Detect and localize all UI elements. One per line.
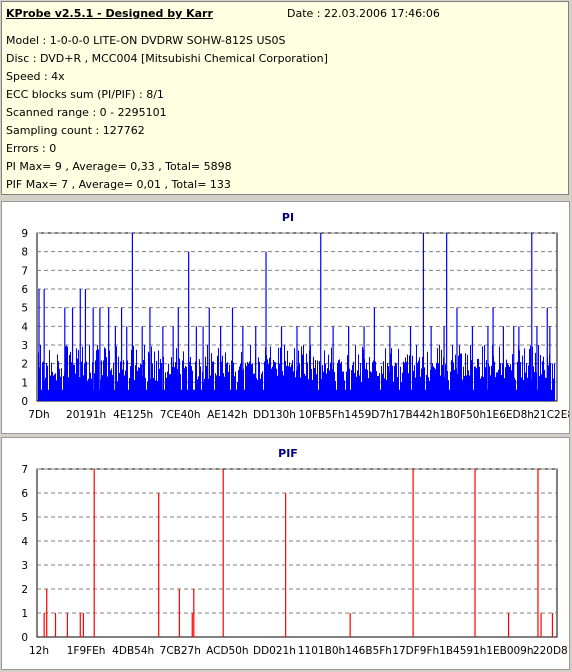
y-tick-label: 7: [21, 464, 28, 476]
pi-chart: PI 0 1 2 3 4 5 6 7 8 9 7Dh 20191h 4E125h 7CE40h AE142h D…: [21, 211, 569, 421]
x-tick-label: 10FB5Fh: [299, 409, 345, 421]
x-tick-label: AE142h: [207, 409, 248, 421]
range-line: Scanned range : 0 - 2295101: [6, 106, 167, 119]
y-tick-label: 5: [21, 303, 28, 315]
y-tick-label: 4: [21, 536, 28, 548]
x-tick-label: 4E125h: [113, 409, 153, 421]
pi-chart-panel: PI 0 1 2 3 4 5 6 7 8 9 7Dh 20191h 4E125h 7CE40h AE142h D…: [1, 201, 570, 434]
y-tick-label: 1: [21, 608, 28, 620]
y-tick-label: 6: [21, 284, 28, 296]
chart-title: PI: [282, 211, 294, 224]
x-tick-label: 21C2E8h: [533, 409, 569, 421]
disc-line: Disc : DVD+R , MCC004 [Mitsubishi Chemic…: [6, 52, 328, 65]
y-tick-label: 0: [21, 632, 28, 644]
y-tick-label: 8: [21, 247, 28, 259]
pif-chart: PIF 0 1 2 3 4 5 6 7 12h 1F9FEh 4DB54h 7CB27h ACD50h DD…: [21, 447, 569, 657]
ecc-line: ECC blocks sum (PI/PIF) : 8/1: [6, 88, 164, 101]
y-tick-label: 1: [21, 377, 28, 389]
app-title: KProbe v2.5.1 - Designed by Karr: [6, 7, 213, 20]
x-tick-label: 1E6ED8h: [486, 409, 534, 421]
y-tick-label: 4: [21, 321, 28, 333]
x-tick-label: 1EB009h: [486, 645, 533, 657]
x-tick-label: DD130h: [253, 409, 296, 421]
x-tick-label: 1459D7h: [345, 409, 393, 421]
y-tick-label: 7: [21, 265, 28, 277]
scan-date: Date : 22.03.2006 17:46:06: [287, 7, 440, 20]
y-tick-label: 6: [21, 488, 28, 500]
y-tick-label: 2: [21, 359, 28, 371]
pi-summary-line: PI Max= 9 , Average= 0,33 , Total= 5898: [6, 160, 232, 173]
x-tick-label: 7CE40h: [160, 409, 201, 421]
pif-chart-panel: PIF 0 1 2 3 4 5 6 7 12h 1F9FEh 4DB54h 7CB27h ACD50h DD…: [1, 437, 570, 670]
x-tick-label: 7CB27h: [160, 645, 201, 657]
x-tick-label: 1B0F50h: [440, 409, 487, 421]
data-series: [38, 233, 555, 401]
y-tick-label: 3: [21, 560, 28, 572]
x-tick-label: 17DF9Fh: [392, 645, 439, 657]
x-tick-label: 220D81h: [533, 645, 569, 657]
x-tick-label: 12h: [29, 645, 49, 657]
x-tick-label: 7Dh: [28, 409, 49, 421]
plot-area: [36, 468, 558, 638]
x-tick-label: 146B5Fh: [345, 645, 392, 657]
model-line: Model : 1-0-0-0 LITE-ON DVDRW SOHW-812S …: [6, 34, 286, 47]
x-tick-label: 1B4591h: [439, 645, 486, 657]
y-tick-label: 2: [21, 584, 28, 596]
chart-title: PIF: [278, 447, 298, 460]
sampling-line: Sampling count : 127762: [6, 124, 145, 137]
pif-summary-line: PIF Max= 7 , Average= 0,01 , Total= 133: [6, 178, 231, 191]
y-tick-label: 0: [21, 396, 28, 408]
y-tick-label: 9: [21, 228, 28, 240]
x-tick-label: 4DB54h: [112, 645, 154, 657]
errors-line: Errors : 0: [6, 142, 57, 155]
x-tick-label: 20191h: [66, 409, 106, 421]
x-tick-label: DD021h: [253, 645, 296, 657]
x-tick-label: 1101B0h: [298, 645, 345, 657]
info-panel: KProbe v2.5.1 - Designed by Karr Date : …: [1, 1, 569, 195]
x-tick-label: ACD50h: [206, 645, 248, 657]
x-tick-label: 17B442h: [392, 409, 439, 421]
y-tick-label: 5: [21, 512, 28, 524]
x-tick-label: 1F9FEh: [67, 645, 106, 657]
data-series: [43, 469, 554, 637]
y-tick-label: 3: [21, 340, 28, 352]
speed-line: Speed : 4x: [6, 70, 65, 83]
